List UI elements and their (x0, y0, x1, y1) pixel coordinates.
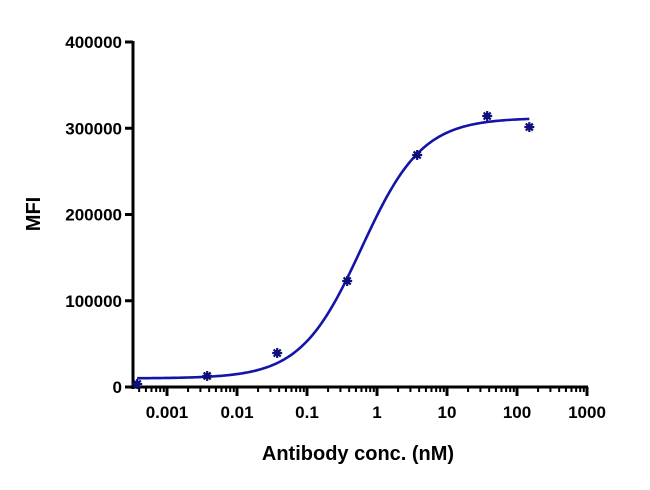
data-point-marker (482, 111, 493, 122)
data-point-marker (272, 348, 283, 359)
y-axis-title: MFI (23, 197, 45, 231)
data-point-marker (524, 122, 535, 133)
data-point-marker (202, 370, 213, 381)
x-tick-label: 1000 (568, 403, 606, 422)
x-tick-label: 1 (372, 403, 381, 422)
x-tick-label: 10 (438, 403, 457, 422)
fit-curve (137, 117, 530, 380)
x-axis: 0.001 0.01 0.1 1 10 100 1000 (132, 385, 606, 422)
x-tick-label: 0.001 (146, 403, 189, 422)
y-tick-label: 100000 (65, 292, 122, 311)
data-point-marker (412, 149, 423, 160)
y-tick-label: 200000 (65, 206, 122, 225)
y-tick-label: 400000 (65, 33, 122, 52)
y-tick-label: 0 (113, 378, 122, 397)
data-point-marker (342, 275, 353, 286)
x-axis-title: Antibody conc. (nM) (262, 443, 454, 465)
y-tick-label: 300000 (65, 119, 122, 138)
x-tick-label: 0.1 (295, 403, 319, 422)
y-axis: 0 100000 200000 300000 400000 (65, 33, 135, 397)
x-tick-label: 100 (503, 403, 531, 422)
data-point-marker (132, 378, 143, 389)
data-points (132, 111, 535, 389)
x-tick-label: 0.01 (220, 403, 253, 422)
